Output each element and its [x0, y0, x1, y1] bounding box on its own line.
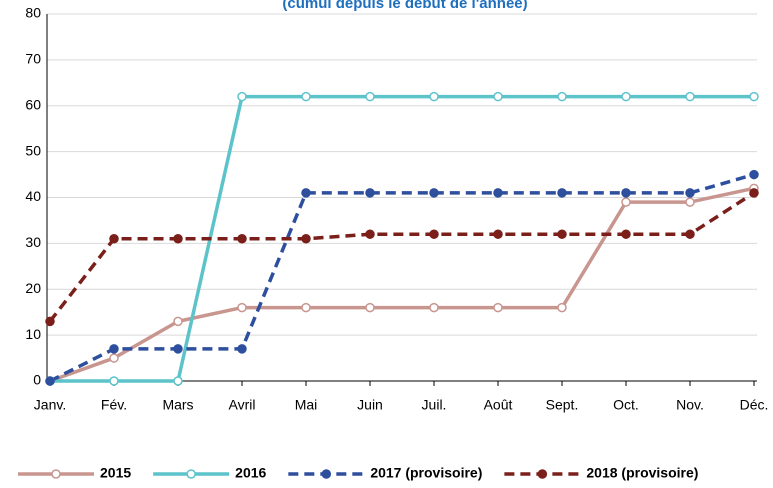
point	[429, 302, 439, 313]
point	[557, 229, 567, 239]
point	[237, 91, 247, 102]
point	[749, 188, 759, 198]
point	[429, 188, 439, 198]
x-tick-label: Avril	[229, 397, 256, 413]
legend-marker	[51, 469, 61, 479]
point	[173, 316, 183, 327]
legend-label: 2017 (provisoire)	[370, 465, 482, 481]
x-tick-label: Août	[484, 397, 513, 413]
legend-marker	[321, 469, 332, 479]
point	[621, 197, 631, 207]
y-tick-label: 60	[25, 96, 41, 112]
legend-label: 2015	[100, 465, 131, 481]
point	[173, 376, 183, 386]
point	[749, 169, 759, 180]
point	[493, 188, 503, 198]
legend-label: 2018 (provisoire)	[586, 465, 698, 481]
point	[109, 353, 119, 363]
legend-marker	[537, 469, 548, 479]
x-tick-label: Mai	[295, 397, 318, 413]
point	[109, 344, 119, 354]
point	[749, 91, 759, 102]
point	[621, 188, 631, 198]
y-tick-label: 50	[25, 142, 41, 158]
series-line	[50, 94, 754, 383]
point	[621, 91, 631, 102]
point	[301, 234, 311, 244]
point	[685, 188, 695, 198]
series-line	[49, 172, 755, 383]
point	[365, 188, 375, 198]
y-tick-label: 10	[25, 326, 41, 342]
point	[493, 302, 503, 313]
point	[173, 234, 183, 244]
point	[365, 91, 375, 102]
y-tick-label: 30	[25, 234, 41, 250]
legend-marker	[186, 469, 196, 479]
x-tick-label: Fév.	[101, 397, 127, 413]
point	[685, 91, 695, 102]
point	[237, 234, 247, 244]
point	[301, 188, 311, 198]
x-tick-label: Janv.	[34, 397, 66, 413]
point	[493, 91, 503, 102]
point	[365, 229, 375, 239]
x-tick-label: Juin	[357, 397, 383, 413]
x-tick-label: Oct.	[613, 397, 639, 413]
x-tick-label: Déc.	[740, 397, 769, 413]
point	[557, 188, 567, 198]
point	[45, 316, 55, 327]
point	[301, 302, 311, 313]
point	[237, 344, 247, 354]
y-tick-label: 80	[25, 5, 41, 21]
y-tick-label: 70	[25, 51, 41, 67]
point	[429, 91, 439, 102]
x-tick-label: Nov.	[676, 397, 704, 413]
point	[109, 234, 119, 244]
point	[237, 302, 247, 313]
point	[621, 229, 631, 239]
point	[45, 376, 55, 386]
x-tick-label: Mars	[162, 397, 193, 413]
x-tick-label: Juil.	[422, 397, 447, 413]
point	[365, 302, 375, 313]
y-tick-label: 40	[25, 188, 41, 204]
point	[173, 344, 183, 354]
point	[557, 302, 567, 313]
point	[493, 229, 503, 239]
point	[429, 229, 439, 239]
legend-label: 2016	[235, 465, 266, 481]
point	[109, 376, 119, 386]
y-tick-label: 0	[33, 372, 41, 388]
point	[685, 197, 695, 207]
chart-subtitle: (cumul depuis le début de l'année)	[282, 0, 527, 12]
y-tick-label: 20	[25, 280, 41, 296]
series-line	[49, 186, 755, 383]
point	[557, 91, 567, 102]
series-line	[48, 191, 755, 323]
point	[685, 229, 695, 239]
x-tick-label: Sept.	[546, 397, 579, 413]
point	[301, 91, 311, 102]
